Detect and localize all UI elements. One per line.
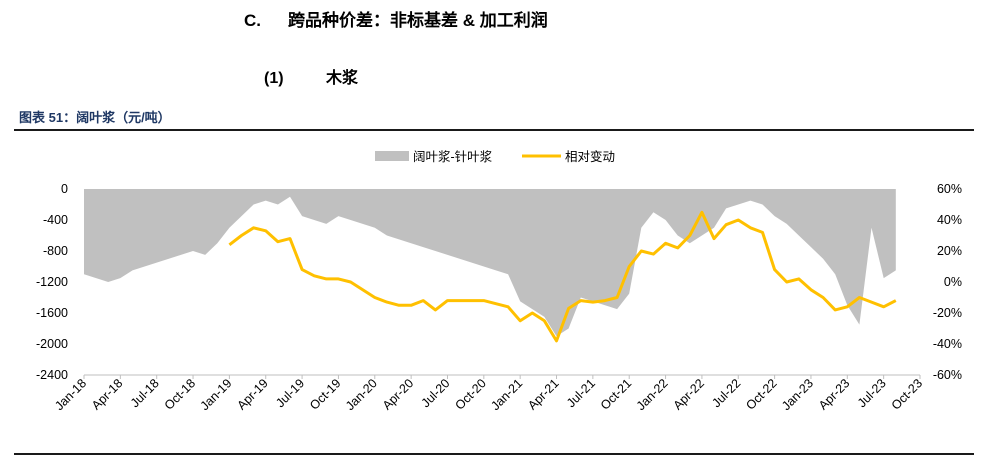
x-axis-tick-label: Jul-20 — [419, 376, 453, 410]
x-axis-tick-label: Jul-22 — [709, 376, 743, 410]
x-axis-tick-label: Oct-21 — [598, 376, 634, 412]
section-title: 跨品种价差：非标基差 & 加工利润 — [288, 11, 548, 30]
x-axis-tick-label: Jan-20 — [343, 376, 380, 413]
left-axis-tick-label: -400 — [43, 213, 68, 227]
x-axis-tick-label: Oct-18 — [162, 376, 198, 412]
x-axis-tick-label: Jan-19 — [198, 376, 235, 413]
x-axis-tick-label: Jan-21 — [488, 376, 525, 413]
left-axis-tick-label: -800 — [43, 244, 68, 258]
left-axis-tick-label: -2000 — [36, 337, 68, 351]
legend: 阔叶浆-针叶浆 相对变动 — [375, 149, 615, 164]
left-axis-ticks: 0 -400 -800 -1200 -1600 -2000 -2400 — [36, 182, 68, 382]
subsection-heading: (1) 木浆 — [264, 64, 358, 88]
right-axis-tick-label: -60% — [933, 368, 962, 382]
legend-swatch-area — [375, 151, 409, 161]
left-axis-tick-label: -1600 — [36, 306, 68, 320]
line-series-group — [228, 210, 897, 343]
top-rule — [14, 129, 974, 131]
right-axis-tick-label: 0% — [944, 275, 962, 289]
right-axis-tick-label: 20% — [937, 244, 962, 258]
area-series-group — [84, 189, 896, 337]
bottom-rule — [14, 453, 974, 455]
section-number: C. — [244, 11, 261, 30]
x-axis-tick-label: Jan-22 — [634, 376, 671, 413]
right-axis-tick-label: -40% — [933, 337, 962, 351]
legend-label-line: 相对变动 — [565, 149, 615, 164]
x-axis-tick-label: Oct-19 — [307, 376, 343, 412]
right-axis-tick-label: 40% — [937, 213, 962, 227]
subsection-number: (1) — [264, 70, 284, 87]
x-axis-tick-label: Oct-23 — [889, 376, 925, 412]
x-axis-tick-label: Oct-20 — [453, 376, 489, 412]
x-axis-ticks: Jan-18 Apr-18 Jul-18 Oct-18 Jan-19 Apr-19 Jul-… — [52, 375, 925, 413]
right-axis-ticks: 60% 40% 20% 0% -20% -40% -60% — [933, 182, 962, 382]
series-line-relative-change — [228, 210, 897, 343]
right-axis-tick-label: -20% — [933, 306, 962, 320]
x-axis-tick-label: Apr-18 — [89, 376, 125, 412]
x-axis-tick-label: Jul-19 — [273, 376, 307, 410]
x-axis-tick-label: Apr-20 — [380, 376, 416, 412]
x-axis-tick-label: Apr-19 — [234, 376, 270, 412]
left-axis-tick-label: -2400 — [36, 368, 68, 382]
x-axis-tick-label: Jan-23 — [779, 376, 816, 413]
x-axis-tick-label: Apr-21 — [525, 376, 561, 412]
left-axis-tick-label: -1200 — [36, 275, 68, 289]
x-axis-tick-label: Jul-18 — [128, 376, 162, 410]
figure-title: 图表 51：阔叶浆（元/吨） — [19, 110, 171, 125]
legend-label-area: 阔叶浆-针叶浆 — [413, 149, 493, 164]
x-axis-tick-label: Jul-23 — [855, 376, 889, 410]
series-area-broadleaf-minus-softwood — [84, 189, 896, 337]
x-axis-tick-label: Apr-22 — [671, 376, 707, 412]
x-axis-tick-label: Oct-22 — [743, 376, 779, 412]
left-axis-tick-label: 0 — [61, 182, 68, 196]
subsection-title: 木浆 — [326, 70, 359, 87]
x-axis-tick-label: Jul-21 — [564, 376, 598, 410]
section-heading: C. 跨品种价差：非标基差 & 加工利润 — [244, 6, 548, 31]
right-axis-tick-label: 60% — [937, 182, 962, 196]
x-axis-tick-label: Apr-23 — [816, 376, 852, 412]
